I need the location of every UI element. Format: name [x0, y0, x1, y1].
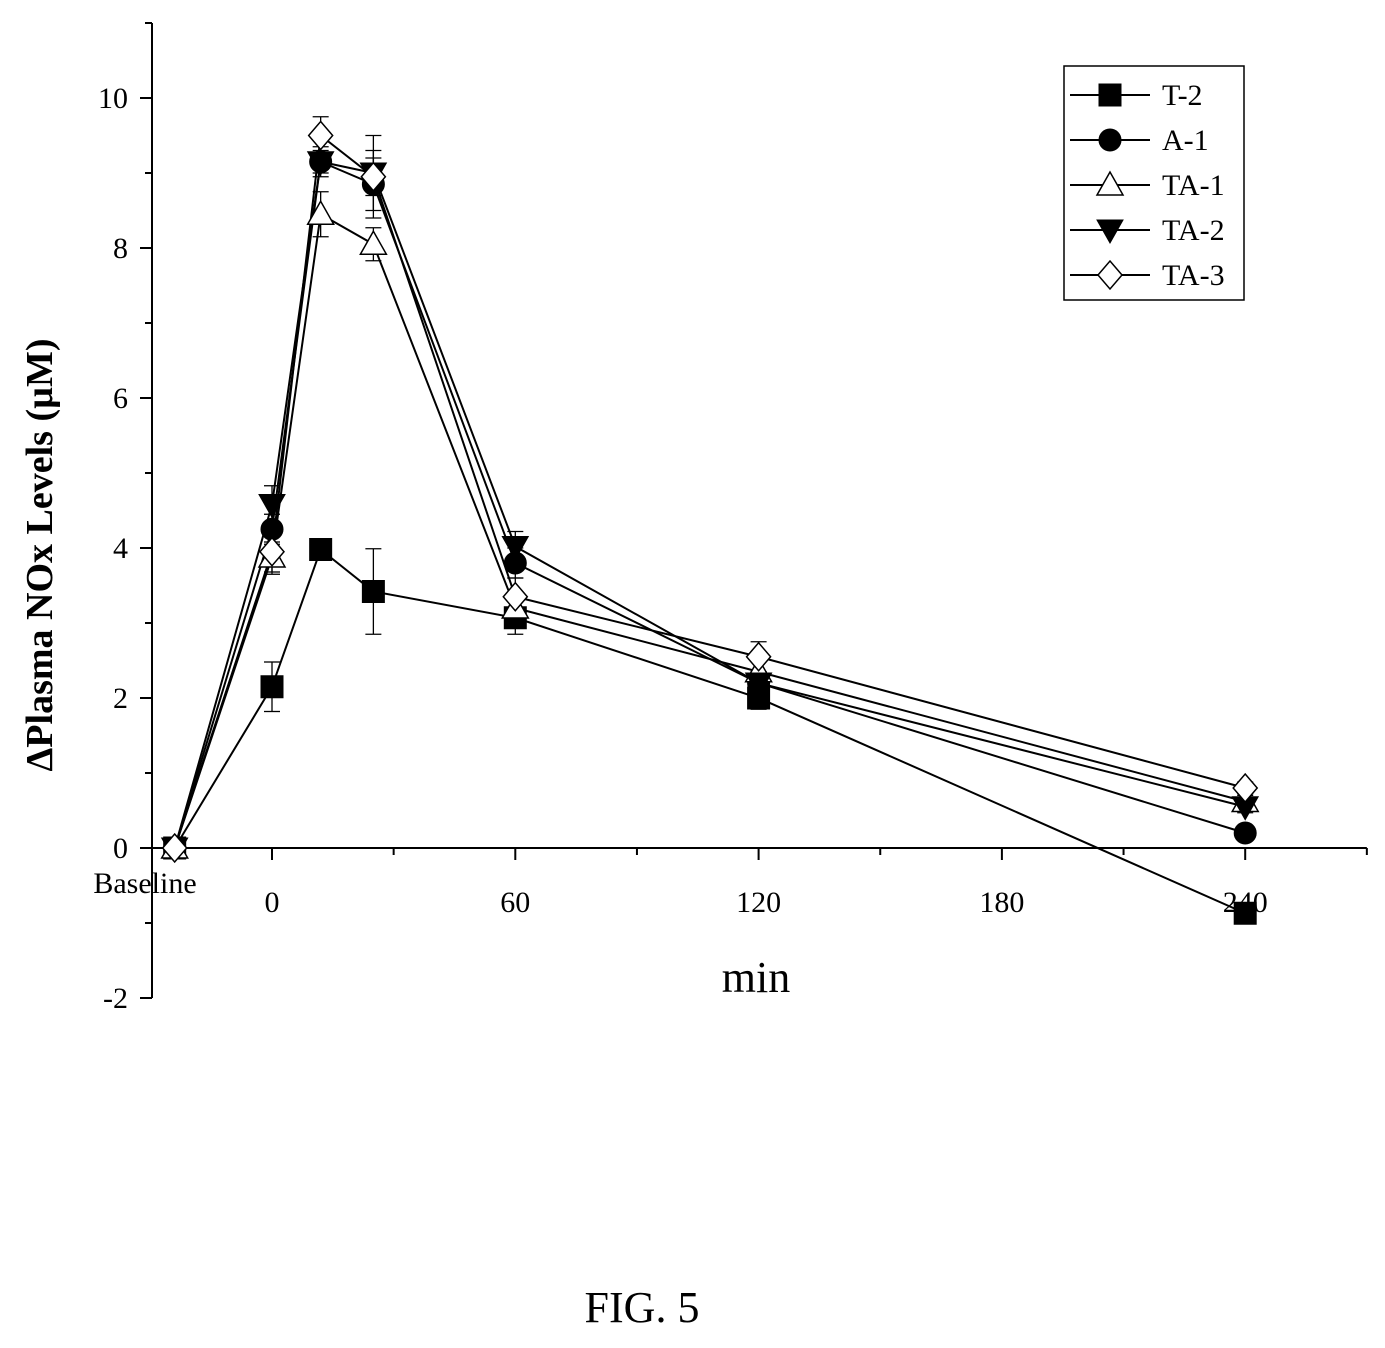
series-markers [160, 120, 1260, 925]
legend-marker-ta-2 [1096, 219, 1124, 245]
y-axis-title: ΔPlasma NOx Levels (µM) [19, 338, 61, 771]
y-tick-label: 6 [113, 382, 128, 415]
legend-marker-ta-1 [1095, 170, 1125, 196]
x-tick-label: 60 [500, 886, 530, 919]
tick-marks [140, 22, 1368, 999]
data-point-ta-3 [1232, 772, 1259, 804]
y-tick-label: -2 [103, 982, 128, 1015]
data-point-ta-3 [745, 641, 772, 672]
y-tick-label: 2 [113, 682, 128, 715]
data-point-ta-1 [306, 199, 335, 225]
data-point-ta-3 [259, 536, 285, 567]
legend-frame [1063, 65, 1245, 301]
data-point-ta-2 [501, 536, 530, 561]
legend-label-ta-3: TA-3 [1162, 259, 1225, 292]
data-point-ta-1 [359, 229, 388, 255]
data-point-t-2 [1233, 901, 1257, 925]
legend-label-ta-1: TA-1 [1162, 169, 1225, 202]
legend: T-2 A-1 TA-1 TA-2 TA-3 [1063, 65, 1245, 301]
legend-label-t-2: T-2 [1162, 79, 1203, 112]
data-point-ta-2 [258, 494, 286, 519]
y-tick-label: 10 [98, 82, 128, 115]
legend-label-a-1: A-1 [1162, 124, 1209, 157]
series-line-t-2 [173, 547, 1246, 915]
data-point-ta-3 [161, 832, 188, 864]
figure-caption: FIG. 5 [585, 1283, 700, 1332]
data-point-ta-3 [502, 581, 529, 612]
data-point-ta-2 [306, 151, 335, 176]
x-tick-label: 120 [736, 886, 781, 919]
data-point-t-2 [361, 580, 385, 603]
x-tick-label-baseline: Baseline [93, 867, 196, 900]
x-tick-label: 180 [979, 886, 1024, 919]
data-point-a-1 [1233, 821, 1257, 845]
legend-marker-ta-3 [1097, 259, 1123, 291]
x-axis-title: min [722, 953, 790, 1002]
legend-marker-a-1 [1098, 128, 1122, 152]
tick-labels: -20246810Baseline060120180240 [93, 82, 1267, 1015]
data-point-t-2 [309, 538, 333, 561]
data-point-ta-2 [744, 672, 773, 698]
y-tick-label: 4 [113, 532, 128, 565]
data-point-ta-3 [360, 161, 387, 192]
legend-marker-t-2 [1098, 83, 1122, 107]
x-tick-label: 0 [265, 886, 280, 919]
legend-label-ta-2: TA-2 [1162, 214, 1225, 247]
data-point-ta-3 [307, 120, 334, 151]
y-tick-label: 0 [113, 832, 128, 865]
y-tick-label: 8 [113, 232, 128, 265]
series-line-ta-1 [173, 212, 1246, 849]
data-point-t-2 [260, 675, 284, 699]
